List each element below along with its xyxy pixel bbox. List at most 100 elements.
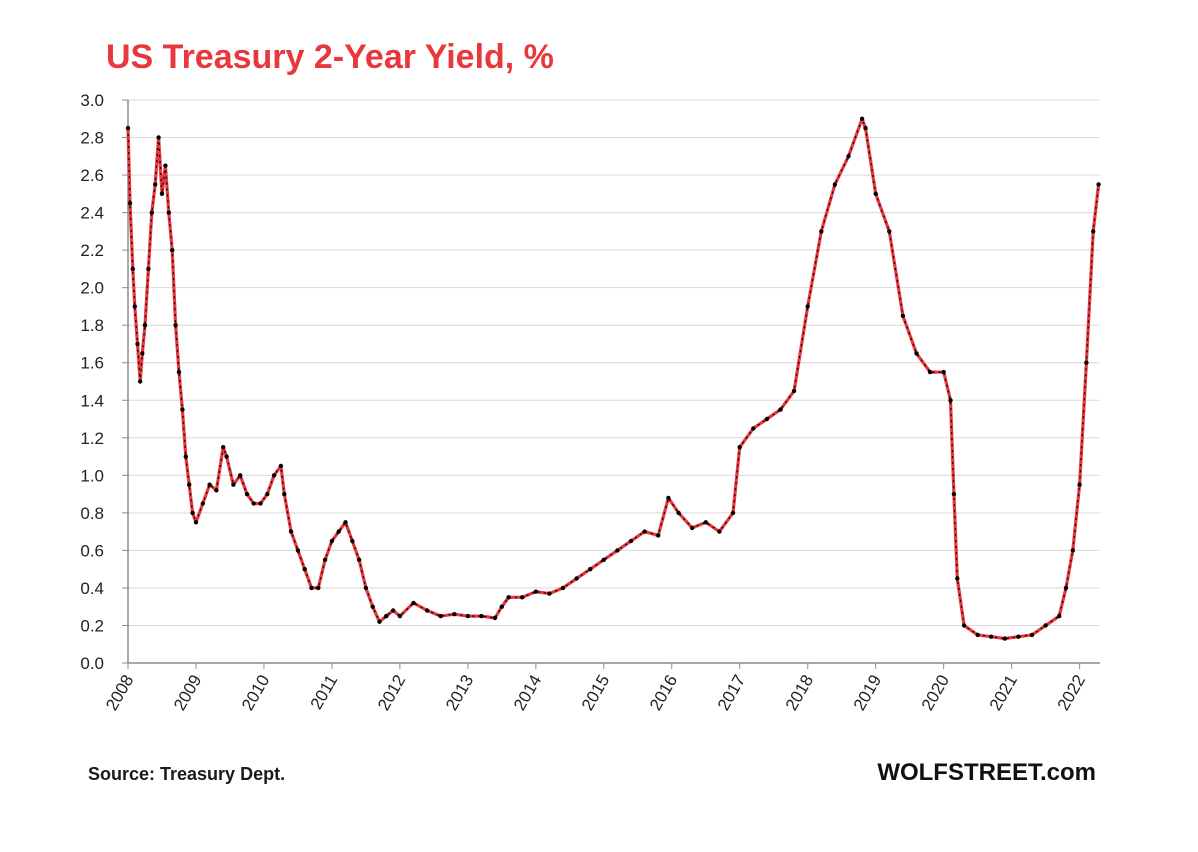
data-point <box>187 482 192 487</box>
x-tick-label: 2022 <box>1054 672 1089 714</box>
data-point <box>231 482 236 487</box>
data-point <box>927 369 933 375</box>
data-point <box>690 525 695 531</box>
data-point <box>146 266 151 272</box>
data-point <box>764 416 770 422</box>
data-point <box>805 304 810 309</box>
data-point <box>737 445 742 450</box>
data-point <box>1043 623 1048 628</box>
brand-label: WOLFSTREET.com <box>877 759 1096 786</box>
chart-title: US Treasury 2-Year Yield, % <box>106 38 554 76</box>
data-point <box>159 191 165 196</box>
data-point <box>1084 360 1089 365</box>
y-tick-label: 0.0 <box>80 654 104 673</box>
x-tick-label: 2014 <box>510 672 545 714</box>
data-point <box>560 585 566 591</box>
x-tick-label: 2021 <box>986 672 1021 714</box>
x-tick-label: 2011 <box>307 672 342 713</box>
y-tick-label: 1.0 <box>80 466 104 485</box>
data-point <box>309 585 314 591</box>
data-point <box>615 548 620 553</box>
data-point <box>156 135 161 140</box>
data-point <box>251 501 256 506</box>
data-point <box>751 426 756 431</box>
data-point <box>989 634 994 639</box>
series-group <box>125 116 1101 641</box>
data-point <box>258 501 263 506</box>
data-point <box>717 529 722 534</box>
data-point <box>1091 229 1096 234</box>
data-point <box>703 520 708 525</box>
data-point <box>130 266 135 272</box>
data-point <box>887 229 892 234</box>
data-point <box>278 463 284 469</box>
x-tick-label: 2019 <box>850 672 885 714</box>
data-point <box>302 567 307 572</box>
data-point <box>465 613 471 619</box>
data-point <box>127 201 133 206</box>
data-point <box>492 615 498 621</box>
x-tick-label: 2018 <box>782 672 817 714</box>
data-point <box>190 510 195 516</box>
data-point <box>238 473 243 478</box>
data-point <box>173 323 178 328</box>
data-point <box>288 529 294 534</box>
data-point <box>343 520 348 525</box>
data-point <box>271 473 277 478</box>
data-point <box>180 407 185 412</box>
data-point <box>1016 634 1021 639</box>
data-point <box>961 623 967 628</box>
data-point <box>533 589 538 594</box>
data-point <box>322 557 328 562</box>
data-point <box>163 163 168 168</box>
data-point <box>224 454 229 459</box>
data-point <box>479 613 484 619</box>
data-point <box>176 369 182 375</box>
data-point <box>914 351 919 356</box>
data-point <box>282 491 287 497</box>
data-point <box>941 369 946 375</box>
x-tick-label: 2017 <box>714 672 749 714</box>
data-point <box>166 210 171 215</box>
data-point <box>411 600 416 606</box>
data-point <box>832 182 838 187</box>
data-point <box>656 533 661 538</box>
data-point <box>183 454 188 459</box>
data-point <box>1029 632 1035 638</box>
data-point <box>336 529 341 534</box>
data-point <box>265 491 270 497</box>
data-point <box>424 608 430 613</box>
data-point <box>1096 182 1101 187</box>
data-point <box>666 495 671 501</box>
data-point <box>363 585 369 591</box>
x-tick-label: 2020 <box>918 672 953 714</box>
data-point <box>244 491 250 497</box>
y-tick-label: 2.8 <box>80 129 104 148</box>
series-line-overlay <box>127 117 1100 640</box>
x-tick-label: 2009 <box>170 672 205 714</box>
y-tick-label: 1.6 <box>80 354 104 373</box>
data-point <box>125 125 131 131</box>
data-point <box>628 538 634 544</box>
data-point <box>207 482 212 487</box>
data-point <box>676 510 681 516</box>
data-point <box>948 398 953 403</box>
source-note: Source: Treasury Dept. <box>88 764 285 784</box>
y-tick-label: 1.4 <box>80 391 104 410</box>
data-point <box>601 557 606 562</box>
data-point <box>574 576 579 581</box>
data-point <box>193 520 199 525</box>
data-point <box>135 341 140 347</box>
series-line <box>126 117 1101 641</box>
data-point <box>863 125 868 131</box>
data-point <box>778 407 783 412</box>
data-point <box>200 501 205 506</box>
data-point <box>316 585 321 591</box>
data-point <box>588 567 593 572</box>
y-tick-label: 1.2 <box>80 429 104 448</box>
data-point <box>859 116 865 122</box>
data-point <box>506 595 511 600</box>
y-tick-label: 2.4 <box>80 204 104 223</box>
data-point <box>955 576 960 581</box>
